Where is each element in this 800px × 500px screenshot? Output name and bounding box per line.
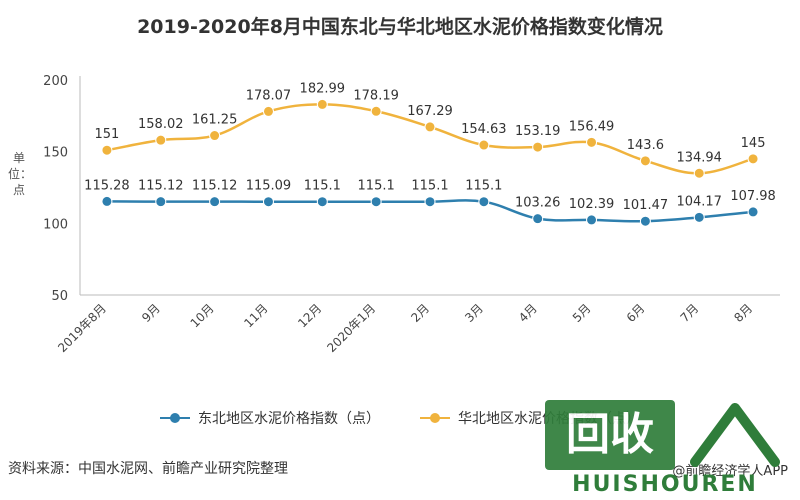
series-0-point: [532, 213, 544, 225]
series-1-data-label: 167.29: [407, 104, 453, 119]
x-tick-label: 7月: [678, 301, 702, 325]
series-0-data-label: 115.1: [304, 179, 341, 194]
series-0-point: [209, 196, 221, 208]
series-1-point: [478, 139, 490, 151]
series-0-data-label: 101.47: [623, 198, 669, 213]
series-0-data-label: 103.26: [515, 196, 561, 211]
y-tick-label: 100: [43, 217, 68, 232]
series-1-point: [639, 155, 651, 167]
series-1-point: [370, 105, 382, 117]
series-1-point: [747, 153, 759, 165]
series-1-point: [532, 141, 544, 153]
series-0-data-label: 115.12: [138, 179, 184, 194]
series-0-data-label: 104.17: [676, 194, 722, 209]
series-1-data-label: 134.94: [676, 150, 722, 165]
series-1-point: [101, 144, 113, 156]
series-0-data-label: 115.1: [411, 179, 448, 194]
series-1-data-label: 161.25: [192, 113, 238, 128]
x-tick-label: 8月: [731, 301, 755, 325]
x-tick-label: 11月: [241, 301, 270, 330]
series-0-point: [478, 196, 490, 208]
series-1-data-label: 153.19: [515, 124, 561, 139]
series-0-data-label: 102.39: [569, 197, 615, 212]
y-axis-label: 单位：点: [8, 151, 33, 197]
x-tick-label: 2月: [408, 301, 432, 325]
x-tick-label: 5月: [570, 301, 594, 325]
series-1-point: [586, 136, 598, 148]
series-1-data-label: 145: [741, 136, 766, 151]
line-chart: 50 100 150 200 2019年8月 9月 10月 11月 12月 2020年1月 2月 3月…: [43, 74, 780, 355]
x-tick-label: 2019年8月: [55, 301, 109, 355]
series-0-point: [639, 215, 651, 227]
series-0-data-label: 115.1: [358, 179, 395, 194]
x-tick-label: 9月: [139, 301, 163, 325]
chart-title: 2019-2020年8月中国东北与华北地区水泥价格指数变化情况: [137, 16, 663, 38]
series-1-point: [262, 105, 274, 117]
watermark-brand: HUISHOUREN: [572, 472, 758, 497]
x-tick-label: 4月: [516, 301, 540, 325]
recycle-watermark-logo: 回收 HUISHOUREN: [545, 400, 785, 497]
watermark-logo-box: 回收: [545, 400, 675, 470]
series-0-data-label: 115.09: [246, 179, 292, 194]
x-tick-label: 12月: [295, 301, 324, 330]
series-1-data-label: 143.6: [627, 138, 664, 153]
series-0-data-label: 115.28: [84, 178, 130, 193]
y-tick-label: 50: [51, 289, 68, 304]
series-0-data-label: 115.12: [192, 179, 238, 194]
y-tick-label: 200: [43, 74, 68, 89]
series-0-point: [424, 196, 436, 208]
series-1-point: [155, 134, 167, 146]
series-1-data-label: 156.49: [569, 119, 615, 134]
series-0-point: [370, 196, 382, 208]
y-tick-label: 150: [43, 146, 68, 161]
x-tick-label: 3月: [462, 301, 486, 325]
series-1-point: [693, 167, 705, 179]
x-tick-label: 10月: [188, 301, 217, 330]
legend-marker-northeast: [160, 411, 190, 425]
series-0-point: [155, 196, 167, 208]
series-0-point: [262, 196, 274, 208]
legend-marker-north: [420, 411, 450, 425]
series-1-data-label: 178.19: [353, 88, 399, 103]
legend-item-northeast[interactable]: 东北地区水泥价格指数（点）: [160, 408, 380, 428]
series-1-data-label: 151: [95, 127, 120, 142]
series-0-data-label: 115.1: [465, 179, 502, 194]
series-0-point: [101, 195, 113, 207]
series-0-point: [747, 206, 759, 218]
x-tick-label: 6月: [624, 301, 648, 325]
series-1-data-label: 158.02: [138, 117, 184, 132]
series-1-data-label: 182.99: [300, 81, 346, 96]
series-1-point: [209, 130, 221, 142]
source-note: 资料来源：中国水泥网、前瞻产业研究院整理: [8, 461, 288, 477]
credit-note: @前瞻经济学人APP: [672, 464, 788, 479]
roof-icon: [690, 403, 780, 467]
series-1-data-label: 178.07: [246, 88, 292, 103]
series-0-point: [316, 196, 328, 208]
series-0-point: [693, 211, 705, 223]
legend-label-northeast: 东北地区水泥价格指数（点）: [198, 411, 380, 427]
series-0-data-label: 107.98: [730, 189, 776, 204]
series-1-point: [316, 98, 328, 110]
series-0-point: [586, 214, 598, 226]
series-1-data-label: 154.63: [461, 122, 507, 137]
x-tick-label: 2020年1月: [324, 301, 378, 355]
series-1-point: [424, 121, 436, 133]
